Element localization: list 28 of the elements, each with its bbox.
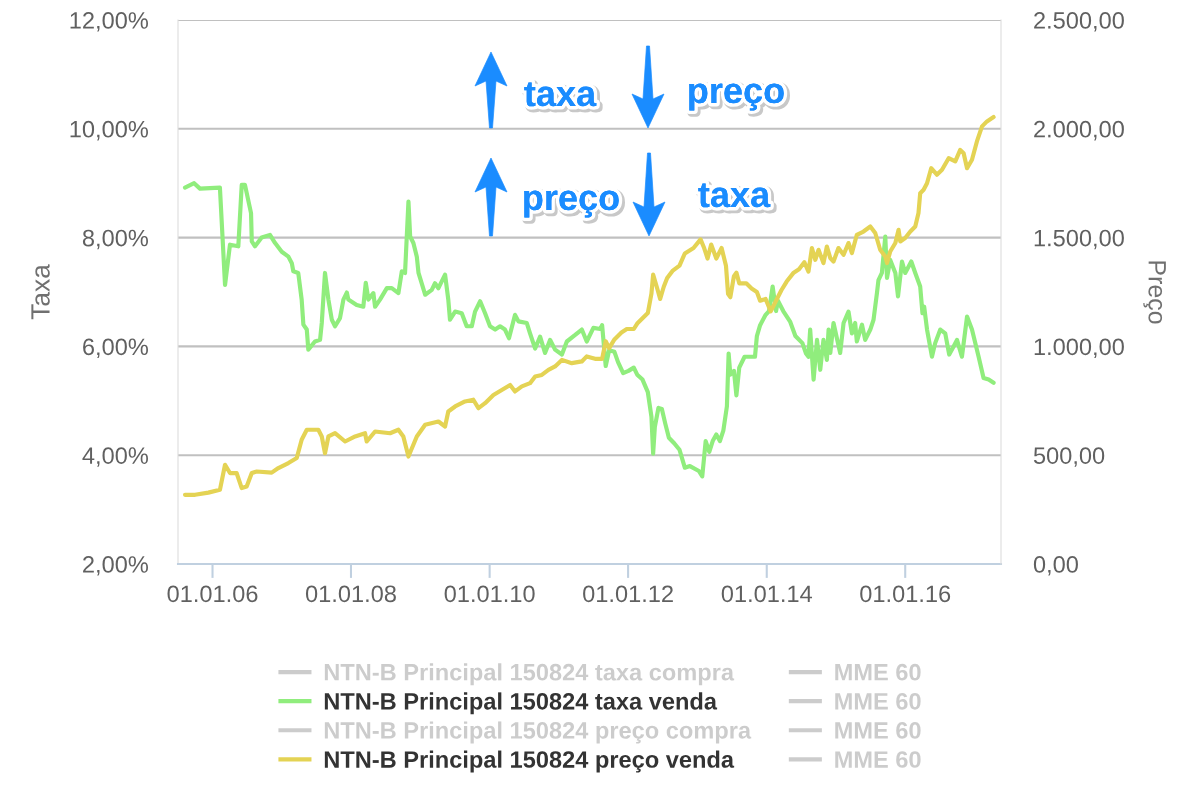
x-tick-label: 01.01.08: [305, 585, 396, 603]
x-tick-label: 01.01.12: [583, 585, 673, 603]
y-tick-label: 8,00%: [82, 229, 148, 250]
y2-tick-label: 1.000,00: [1034, 338, 1124, 358]
legend-label: NTN-B Principal 150824 taxa venda: [324, 692, 718, 715]
y-tick-label: 10,00%: [70, 120, 148, 141]
y-tick-label: 2,00%: [83, 556, 148, 576]
y2-tick-label: 500,00: [1033, 447, 1105, 467]
y-axis-title: Taxa: [31, 264, 50, 320]
x-tick-label: 01.01.10: [444, 585, 535, 603]
x-tick-label: 01.01.06: [167, 585, 258, 603]
annotation: preço: [689, 83, 786, 113]
y2-tick-label: 2.500,00: [1034, 12, 1124, 32]
x-tick-label: 01.01.16: [860, 585, 951, 603]
annotation: preço: [524, 190, 621, 220]
line-series: [182, 114, 996, 497]
annotation: taxa: [698, 183, 773, 210]
y2-tick-label: 0,00: [1033, 556, 1078, 576]
y-tick-label: 12,00%: [70, 12, 148, 32]
legend-label: NTN-B Principal 150824 preço venda: [324, 750, 735, 773]
y2-tick-label: 2.000,00: [1034, 120, 1124, 141]
y-tick-label: 6,00%: [83, 338, 148, 358]
y2-tick-label: 1.500,00: [1034, 229, 1124, 250]
x-tick-label: 01.01.14: [721, 585, 813, 603]
y-tick-label: 4,00%: [82, 447, 148, 467]
y2-axis-title: Preço: [1143, 261, 1166, 324]
annotation: taxa: [524, 82, 599, 109]
line-series: [182, 181, 996, 479]
